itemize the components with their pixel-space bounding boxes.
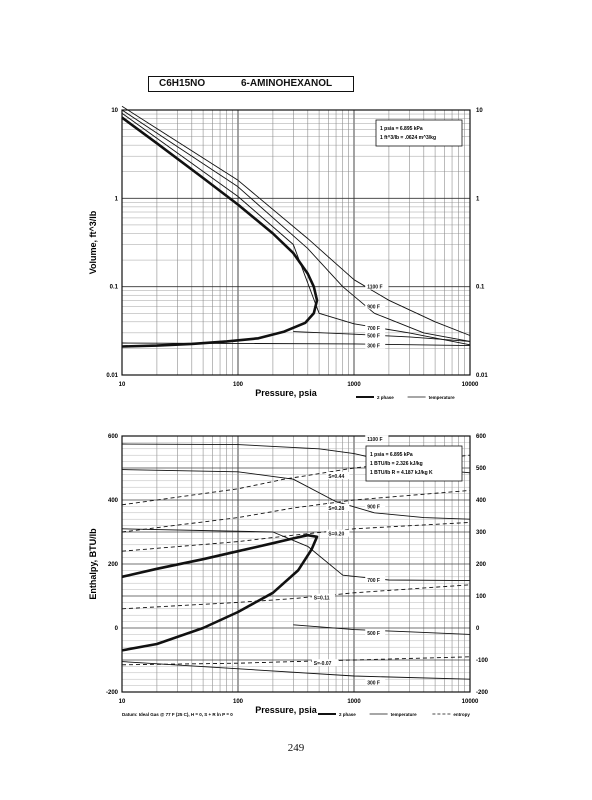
chart2-datum-note: Datum: Ideal Gas @ 77 F (25 C), H = 0, S… bbox=[122, 712, 233, 717]
chart2-annotation-bg bbox=[365, 628, 386, 636]
chart2-annotation-bg bbox=[311, 593, 335, 601]
chart2-x-tick-label: 10 bbox=[119, 699, 126, 705]
chart1-annotation-bg bbox=[365, 282, 389, 290]
chart1-y-tick-label-left: 10 bbox=[111, 108, 118, 114]
chart1-x-tick-label: 10000 bbox=[462, 382, 479, 388]
compound-formula: C6H15NO bbox=[159, 78, 206, 89]
chart1-annotation-label: 1100 F bbox=[367, 285, 382, 291]
chart2-series-s-0-11 bbox=[121, 584, 471, 610]
chart2-series-700-f bbox=[121, 528, 471, 582]
chart1-annotation-bg bbox=[365, 331, 386, 339]
chart1-annotation-bg bbox=[365, 302, 386, 310]
chart2-annotation-label: S=-0.07 bbox=[314, 661, 332, 667]
chart2-annotation-label: 500 F bbox=[367, 631, 380, 637]
chart1-y-tick-label-left: 0.01 bbox=[106, 373, 118, 379]
chart2-x-axis-title: Pressure, psia bbox=[255, 705, 318, 715]
chart2-note-line: 1 psia = 6.895 kPa bbox=[370, 452, 413, 458]
chart2-legend-label: entropy bbox=[453, 712, 470, 717]
chart2-legend-label: temperature bbox=[391, 712, 418, 717]
chart1-annotation-bg bbox=[365, 341, 386, 349]
chart1-series-900-f bbox=[121, 109, 471, 342]
chart2-note-line: 1 BTU/lb R = 4.187 kJ/kg K bbox=[370, 470, 433, 476]
chart2-y-tick-label-right: 0 bbox=[476, 626, 480, 632]
chart2-y-tick-label-right: -200 bbox=[476, 690, 489, 696]
chart2-annotation-label: 900 F bbox=[367, 504, 380, 510]
chart1-y-tick-label-right: 1 bbox=[476, 196, 480, 202]
chart2-y-tick-label-right: 500 bbox=[476, 466, 487, 472]
chart2-y-tick-label-left: 200 bbox=[108, 562, 119, 568]
chart1-y-tick-label-right: 10 bbox=[476, 108, 483, 114]
chart2-y-tick-label-left: 400 bbox=[108, 498, 119, 504]
chart2-annotation-bg bbox=[326, 472, 350, 479]
chart2-y-tick-label-right: 300 bbox=[476, 530, 487, 536]
chart2-y-axis-title: Enthalpy, BTU/lb bbox=[88, 528, 98, 600]
chart2-annotation-bg bbox=[365, 435, 389, 443]
chart2-plot-frame bbox=[121, 435, 471, 693]
chart2-series-900-f bbox=[121, 469, 471, 520]
chart2-x-tick-label: 10000 bbox=[462, 699, 479, 705]
chart1-y-tick-label-right: 0.1 bbox=[476, 285, 485, 291]
chart2-x-tick-label: 1000 bbox=[347, 699, 361, 705]
compound-title-box: C6H15NO 6-AMINOHEXANOL bbox=[148, 76, 354, 92]
chart1-annotation-label: 300 F bbox=[367, 344, 380, 350]
chart2-y-tick-label-right: 100 bbox=[476, 594, 487, 600]
chart1-legend-label: temperature bbox=[429, 395, 456, 400]
chart1-x-axis-title: Pressure, psia bbox=[255, 388, 318, 398]
chart2-note-box bbox=[365, 445, 463, 482]
chart1-x-tick-label: 1000 bbox=[347, 382, 361, 388]
chart2-y-tick-label-right: 400 bbox=[476, 498, 487, 504]
chart2-series-s-0-07 bbox=[121, 656, 471, 666]
chart1-annotation-label: 900 F bbox=[367, 304, 380, 310]
chart2-annotation-label: S=0.28 bbox=[328, 506, 344, 512]
chart2-annotation-label: S=0.44 bbox=[328, 474, 344, 480]
chart2-annotation-bg bbox=[326, 529, 350, 537]
chart2-y-tick-label-right: 600 bbox=[476, 434, 487, 440]
chart1-series-300-f bbox=[121, 342, 471, 347]
chart1-x-tick-label: 10 bbox=[119, 382, 126, 388]
chart1-y-tick-label-left: 0.1 bbox=[110, 285, 119, 291]
chart1-annotation-bg bbox=[365, 324, 386, 332]
chart2-annotation-label: 700 F bbox=[367, 578, 380, 584]
chart2-annotation-label: S=0.11 bbox=[314, 596, 330, 602]
chart2-y-tick-label-left: 600 bbox=[108, 434, 119, 440]
chart2-annotation-bg bbox=[365, 502, 386, 510]
chart1-note-line: 1 ft^3/lb = .0624 m^3/kg bbox=[380, 135, 436, 141]
chart2-y-tick-label-right: -100 bbox=[476, 658, 489, 664]
chart2-annotation-label: 300 F bbox=[367, 680, 380, 686]
chart2-y-tick-label-right: 200 bbox=[476, 562, 487, 568]
chart1-series-1100-f bbox=[121, 105, 471, 336]
chart1-x-tick-label: 100 bbox=[233, 382, 244, 388]
compound-name: 6-AMINOHEXANOL bbox=[241, 78, 333, 89]
chart1-annotation-label: 700 F bbox=[367, 326, 380, 332]
chart2-y-tick-label-left: 0 bbox=[115, 626, 119, 632]
chart1-note-line: 1 psia = 6.895 kPa bbox=[380, 126, 423, 132]
chart2-note-line: 1 BTU/lb = 2.326 kJ/kg bbox=[370, 461, 423, 467]
chart1-series-2-phase bbox=[121, 116, 319, 348]
chart2-series-s-0-28 bbox=[121, 489, 471, 533]
chart1-annotation-label: 500 F bbox=[367, 334, 380, 340]
chart1-legend-label: 2 phase bbox=[377, 395, 394, 400]
chart2-series-300-f bbox=[121, 661, 471, 680]
chart2-legend-label: 2 phase bbox=[339, 712, 356, 717]
chart1-y-tick-label-left: 1 bbox=[115, 196, 119, 202]
chart1-y-tick-label-right: 0.01 bbox=[476, 373, 488, 379]
chart2-annotation-bg bbox=[365, 576, 386, 583]
chart2-annotation-bg bbox=[326, 504, 350, 511]
chart2-series-2-phase bbox=[121, 533, 319, 652]
page-number: 249 bbox=[287, 742, 305, 754]
chart2-x-tick-label: 100 bbox=[233, 699, 244, 705]
chart2-y-tick-label-left: -200 bbox=[106, 690, 119, 696]
chart2-annotation-label: S=0.20 bbox=[328, 532, 344, 538]
chart1-note-box bbox=[375, 119, 463, 147]
chart2-series-s-0-20 bbox=[121, 521, 471, 552]
chart1-series-700-f bbox=[121, 112, 471, 346]
chart2-annotation-label: 1100 F bbox=[367, 437, 382, 443]
chart2-annotation-bg bbox=[365, 678, 386, 686]
chart1-y-axis-title: Volume, ft^3/lb bbox=[88, 210, 98, 274]
chart2-annotation-bg bbox=[311, 659, 339, 667]
chart1-plot-frame bbox=[121, 109, 471, 376]
